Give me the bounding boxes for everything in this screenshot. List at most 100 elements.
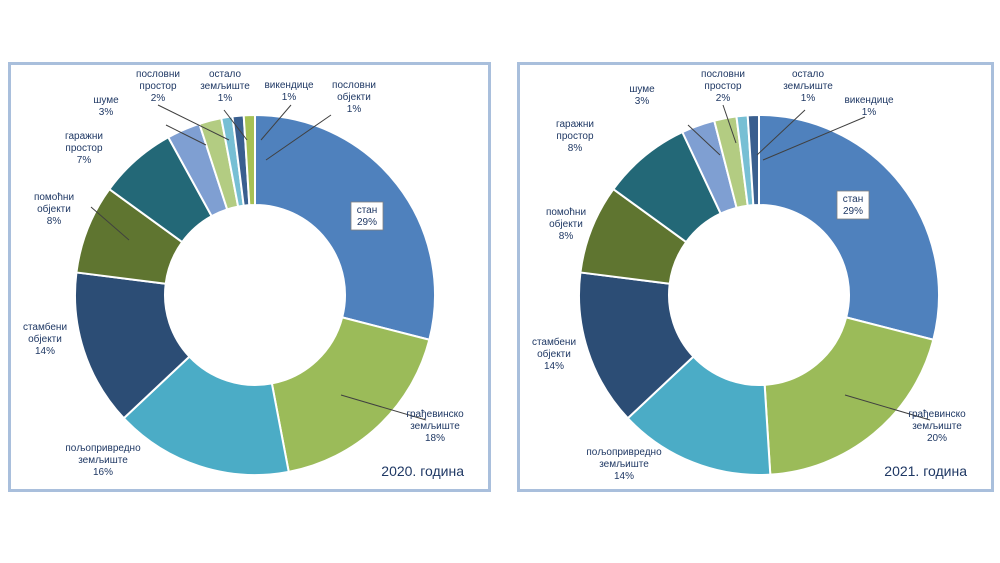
chart-2021-label-8-line-1: земљиште	[783, 81, 833, 92]
chart-2021-svg: стан29%грађевинскоземљиште20%пољопривред…	[532, 69, 966, 482]
chart-2020-label-6-line-0: шуме	[93, 95, 119, 106]
chart-2020-label-2-line-0: пољопривредно	[65, 443, 141, 454]
year-label-2021: 2021. година	[884, 463, 967, 479]
chart-2020-label-2-line-1: земљиште	[78, 455, 128, 466]
chart-2020-leader-7	[157, 104, 230, 141]
chart-2020-label-7-line-0: пословни	[136, 69, 180, 80]
chart-2020-leader-8	[223, 109, 248, 141]
chart-2021-label-6-line-1: 3%	[635, 96, 650, 107]
chart-2021-label-8-line-0: остало	[792, 69, 825, 80]
chart-2020-label-6-line-1: 3%	[99, 107, 114, 118]
chart-2020-label-10-line-1: објекти	[337, 91, 371, 103]
chart-2020-label-3-line-1: објекти	[28, 333, 62, 345]
chart-2020-leader-10	[265, 114, 332, 161]
chart-2021-leader-9	[762, 116, 866, 161]
chart-2020-leader-1	[340, 394, 427, 421]
chart-2021-label-5-line-0: гаражни	[556, 119, 594, 130]
chart-2021-label-5-line-1: простор	[556, 131, 594, 142]
chart-2021-label-9-line-0: викендице	[844, 95, 894, 106]
chart-2021-label-4-line-1: објекти	[549, 218, 583, 230]
chart-2020-slice-10	[242, 113, 256, 207]
chart-2020-label-3-line-0: стамбени	[23, 321, 67, 333]
chart-2020-label-0-line-1: 29%	[357, 217, 377, 228]
chart-2020-label-1-line-2: 18%	[425, 433, 445, 444]
chart-2021-label-1-line-1: земљиште	[912, 421, 962, 432]
chart-2020-label-9-line-0: викендице	[264, 80, 314, 91]
chart-2020-leader-9	[260, 104, 292, 141]
chart-2021-label-2-line-1: земљиште	[599, 459, 649, 470]
chart-2021-label-5-line-2: 8%	[568, 143, 583, 154]
chart-2020-label-8-line-0: остало	[209, 69, 242, 80]
chart-2021-label-7-line-0: пословни	[701, 69, 745, 80]
donut-chart-2021: стан 29% грађевинско земљиште 20% пољопривред…	[517, 62, 994, 492]
chart-2020-slice-2	[122, 355, 290, 476]
chart-2020-label-9-line-1: 1%	[282, 92, 297, 103]
chart-2020-label-2-line-2: 16%	[93, 467, 113, 478]
chart-2021-leader-1	[844, 394, 931, 421]
chart-2020-label-1-line-0: грађевинско	[406, 408, 464, 420]
chart-2020-leader-4	[90, 206, 130, 241]
chart-2021-label-2-line-0: пољопривредно	[586, 447, 662, 458]
chart-2021-label-4-line-2: 8%	[559, 231, 574, 242]
chart-2021-label-9-line-1: 1%	[862, 107, 877, 118]
chart-2020-label-1-line-1: земљиште	[410, 421, 460, 432]
chart-2021-label-3-line-0: стамбени	[532, 336, 576, 348]
chart-2020-slice-0	[254, 113, 436, 341]
chart-2020-label-7-line-2: 2%	[151, 93, 166, 104]
chart-2020-label-10-line-0: пословни	[332, 80, 376, 91]
chart-2020-label-8-line-1: земљиште	[200, 81, 250, 92]
chart-2020-label-7-line-1: простор	[139, 81, 177, 92]
chart-2021-label-4-line-0: помоћни	[546, 207, 586, 218]
chart-2020-label-4-line-1: објекти	[37, 203, 71, 215]
chart-2021-label-8-line-2: 1%	[801, 93, 816, 104]
chart-2020-label-5-line-2: 7%	[77, 155, 92, 166]
chart-2021-label-0-line-0: стан	[843, 194, 864, 205]
chart-2020-label-4-line-2: 8%	[47, 216, 62, 227]
chart-2021-label-1-line-2: 20%	[927, 433, 947, 444]
chart-2020-label-3-line-2: 14%	[35, 346, 55, 357]
chart-2021-label-3-line-1: објекти	[537, 348, 571, 360]
chart-2020-leader-6	[165, 124, 207, 146]
chart-2020-slice-1	[270, 316, 431, 473]
chart-2020-label-5-line-1: простор	[65, 143, 103, 154]
chart-2021-label-2-line-2: 14%	[614, 471, 634, 482]
chart-2020-label-8-line-2: 1%	[218, 93, 233, 104]
chart-2020-label-10-line-2: 1%	[347, 104, 362, 115]
chart-2021-label-0-line-1: 29%	[843, 206, 863, 217]
chart-2021-leader-8	[756, 109, 806, 156]
donut-chart-2020: стан 29% грађевинско земљиште 18% пољопривред…	[8, 62, 491, 492]
chart-2020-label-0-line-0: стан	[357, 205, 378, 216]
chart-2021-label-3-line-2: 14%	[544, 361, 564, 372]
chart-2020-label-5-line-0: гаражни	[65, 131, 103, 142]
chart-2021-slice-0	[758, 113, 940, 341]
chart-2021-slice-9	[746, 113, 760, 207]
chart-2020-label-4-line-0: помоћни	[34, 192, 74, 203]
chart-2021-label-7-line-1: простор	[704, 81, 742, 92]
chart-2021-label-6-line-0: шуме	[629, 84, 655, 95]
chart-2020-svg: стан29%грађевинскоземљиште18%пољопривред…	[23, 69, 464, 478]
chart-2021-label-1-line-0: грађевинско	[908, 408, 966, 420]
chart-2021-label-7-line-2: 2%	[716, 93, 731, 104]
chart-2021-leader-6	[687, 124, 721, 156]
